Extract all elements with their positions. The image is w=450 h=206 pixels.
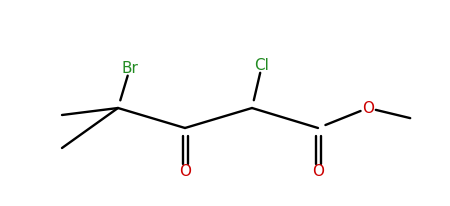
Text: O: O (312, 165, 324, 179)
Text: Br: Br (122, 61, 139, 76)
Text: O: O (362, 101, 374, 116)
Text: O: O (179, 165, 191, 179)
Text: Cl: Cl (255, 57, 270, 73)
